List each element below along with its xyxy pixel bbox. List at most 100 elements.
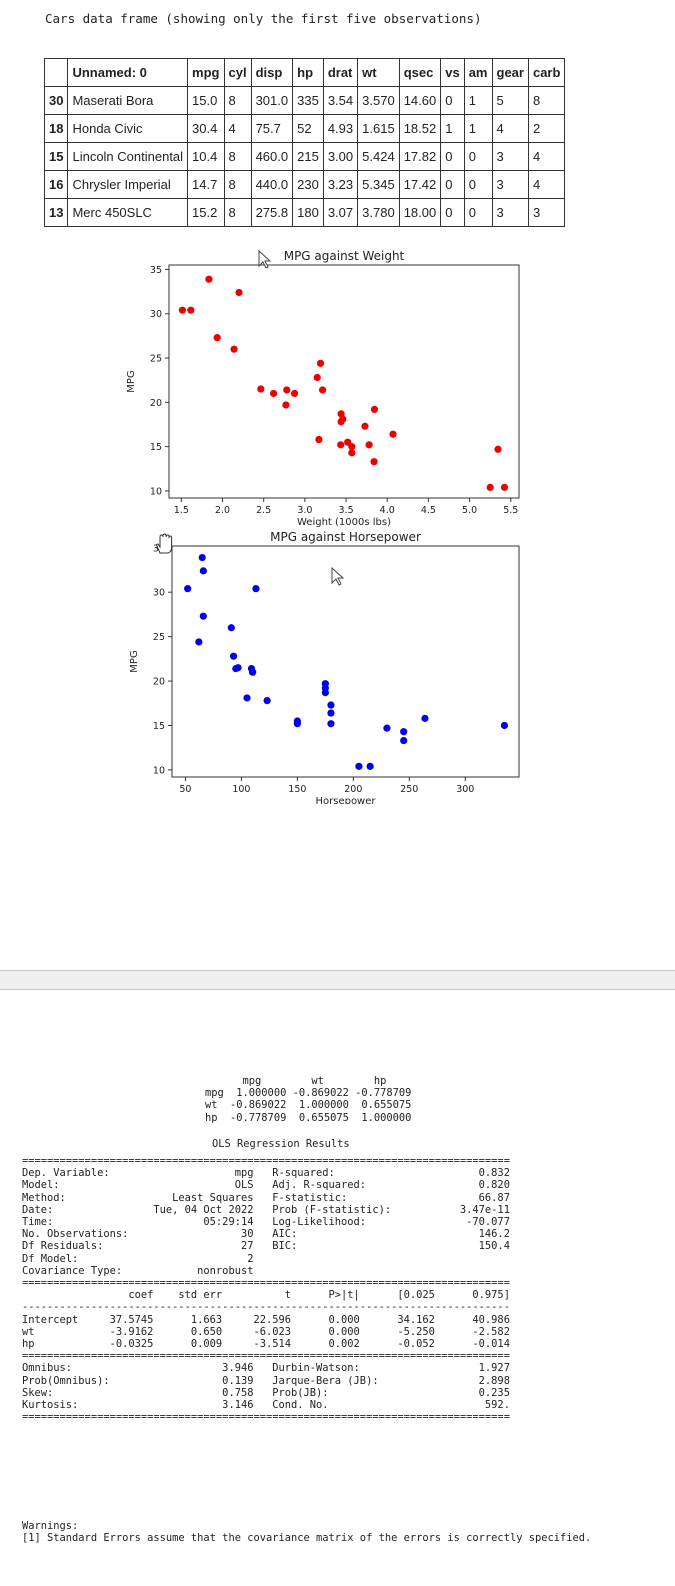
table-row: 16 Chrysler Imperial 14.7 8 440.0 230 3.23 5.34… [43, 170, 566, 199]
data-point [365, 441, 373, 449]
arrow-cursor-icon [258, 250, 272, 269]
table-cell: 8 [223, 86, 252, 115]
row-index: 13 [43, 198, 69, 227]
table-cell: 3.00 [322, 142, 359, 171]
table-cell: Merc 450SLC [67, 198, 189, 227]
table-cell: 4 [527, 170, 566, 199]
table-cell: 301.0 [250, 86, 294, 115]
x-tick-label: 50 [179, 784, 191, 795]
data-point [337, 441, 345, 449]
x-tick-label: 3.0 [297, 505, 312, 516]
data-point [318, 386, 327, 394]
table-cell: 1 [463, 86, 493, 115]
table-cell: 4 [527, 142, 566, 171]
table-row: 18 Honda Civic 30.4 4 75.7 52 4.93 1.615 18.52 1 1… [43, 114, 566, 143]
data-point [257, 385, 265, 393]
table-cell: Honda Civic [67, 114, 189, 143]
table-row: 30 Maserati Bora 15.0 8 301.0 335 3.54 3.570 14.… [43, 86, 566, 115]
table-cell: 18.52 [398, 114, 442, 143]
table-cell: 17.82 [398, 142, 442, 171]
hand-cursor-icon [156, 533, 173, 554]
data-point [315, 435, 323, 444]
y-tick-label: 30 [153, 588, 165, 599]
correlation-matrix: mpg wt hp mpg 1.000000 -0.869022 -0.7787… [205, 1075, 411, 1124]
data-point [400, 728, 408, 736]
data-point [230, 345, 238, 353]
data-point [361, 422, 369, 430]
column-header: wt [357, 58, 400, 87]
table-cell: 14.7 [187, 170, 225, 199]
x-axis-label: Horsepower [315, 796, 376, 804]
data-point [184, 585, 192, 593]
column-header: Unnamed: 0 [67, 58, 189, 87]
table-cell: 15.0 [187, 86, 225, 115]
column-header: cyl [223, 58, 252, 87]
data-point [199, 567, 207, 575]
table-cell: 52 [292, 114, 324, 143]
column-header: qsec [398, 58, 442, 87]
table-header-row: Unnamed: 0 mpg cyl disp hp drat wt qsec vs am gear… [43, 58, 566, 87]
y-tick-label: 35 [150, 265, 162, 276]
data-point [400, 736, 408, 745]
table-cell: 440.0 [250, 170, 294, 199]
table-cell: 3 [491, 198, 529, 227]
x-tick-label: 1.5 [174, 505, 189, 516]
data-point [229, 652, 238, 660]
table-cell: 0 [440, 86, 465, 115]
data-point [293, 717, 301, 725]
table-body: 30 Maserati Bora 15.0 8 301.0 335 3.54 3.570 14.… [43, 86, 566, 227]
table-cell: 0 [463, 170, 493, 199]
data-point [282, 401, 290, 409]
x-tick-label: 3.5 [339, 505, 354, 516]
table-cell: 5.424 [357, 142, 400, 171]
x-tick-label: 4.0 [380, 505, 395, 516]
dataframe-caption: Cars data frame (showing only the first … [45, 11, 482, 26]
y-axis-label: MPG [129, 650, 140, 672]
table-cell: 8 [223, 198, 252, 227]
table-cell: Maserati Bora [67, 86, 189, 115]
table-cell: 215 [292, 142, 324, 171]
data-point [366, 762, 374, 770]
table-cell: 0 [440, 198, 465, 227]
x-tick-label: 100 [232, 784, 250, 795]
data-point [205, 275, 213, 283]
cars-dataframe-table: Unnamed: 0 mpg cyl disp hp drat wt qsec vs am gear… [43, 58, 566, 227]
column-header: gear [491, 58, 529, 87]
data-point [421, 714, 429, 722]
data-point [252, 585, 260, 593]
x-tick-label: 5.0 [462, 505, 477, 516]
data-point [370, 405, 379, 414]
table-cell: 17.42 [398, 170, 442, 199]
table-cell: 15.2 [187, 198, 225, 227]
column-header: vs [440, 58, 465, 87]
table-cell: 4 [491, 114, 529, 143]
y-tick-label: 10 [150, 486, 162, 497]
data-point [355, 762, 363, 770]
data-point [339, 415, 347, 423]
x-tick-label: 150 [288, 784, 306, 795]
data-point [500, 483, 509, 491]
column-header [43, 58, 69, 87]
data-point [235, 288, 243, 297]
table-cell: 8 [527, 86, 566, 115]
x-tick-label: 250 [400, 784, 418, 795]
table-cell: Chrysler Imperial [67, 170, 189, 199]
cell-divider [0, 970, 675, 990]
table-cell: 230 [292, 170, 324, 199]
table-cell: 3 [491, 142, 529, 171]
chart-title: MPG against Weight [284, 249, 405, 263]
table-cell: 1 [463, 114, 493, 143]
correlation-header: mpg wt hp [205, 1075, 387, 1087]
data-point [383, 724, 391, 732]
ols-summary: ========================================… [22, 1155, 510, 1424]
column-header: carb [527, 58, 566, 87]
x-tick-label: 5.5 [503, 505, 518, 516]
data-point [327, 709, 335, 717]
data-point [234, 664, 242, 672]
data-point [199, 612, 207, 620]
y-tick-label: 15 [153, 721, 165, 732]
row-index: 16 [43, 170, 69, 199]
table-cell: 3.23 [322, 170, 359, 199]
y-tick-label: 20 [150, 398, 162, 409]
table-cell: 3.780 [357, 198, 400, 227]
